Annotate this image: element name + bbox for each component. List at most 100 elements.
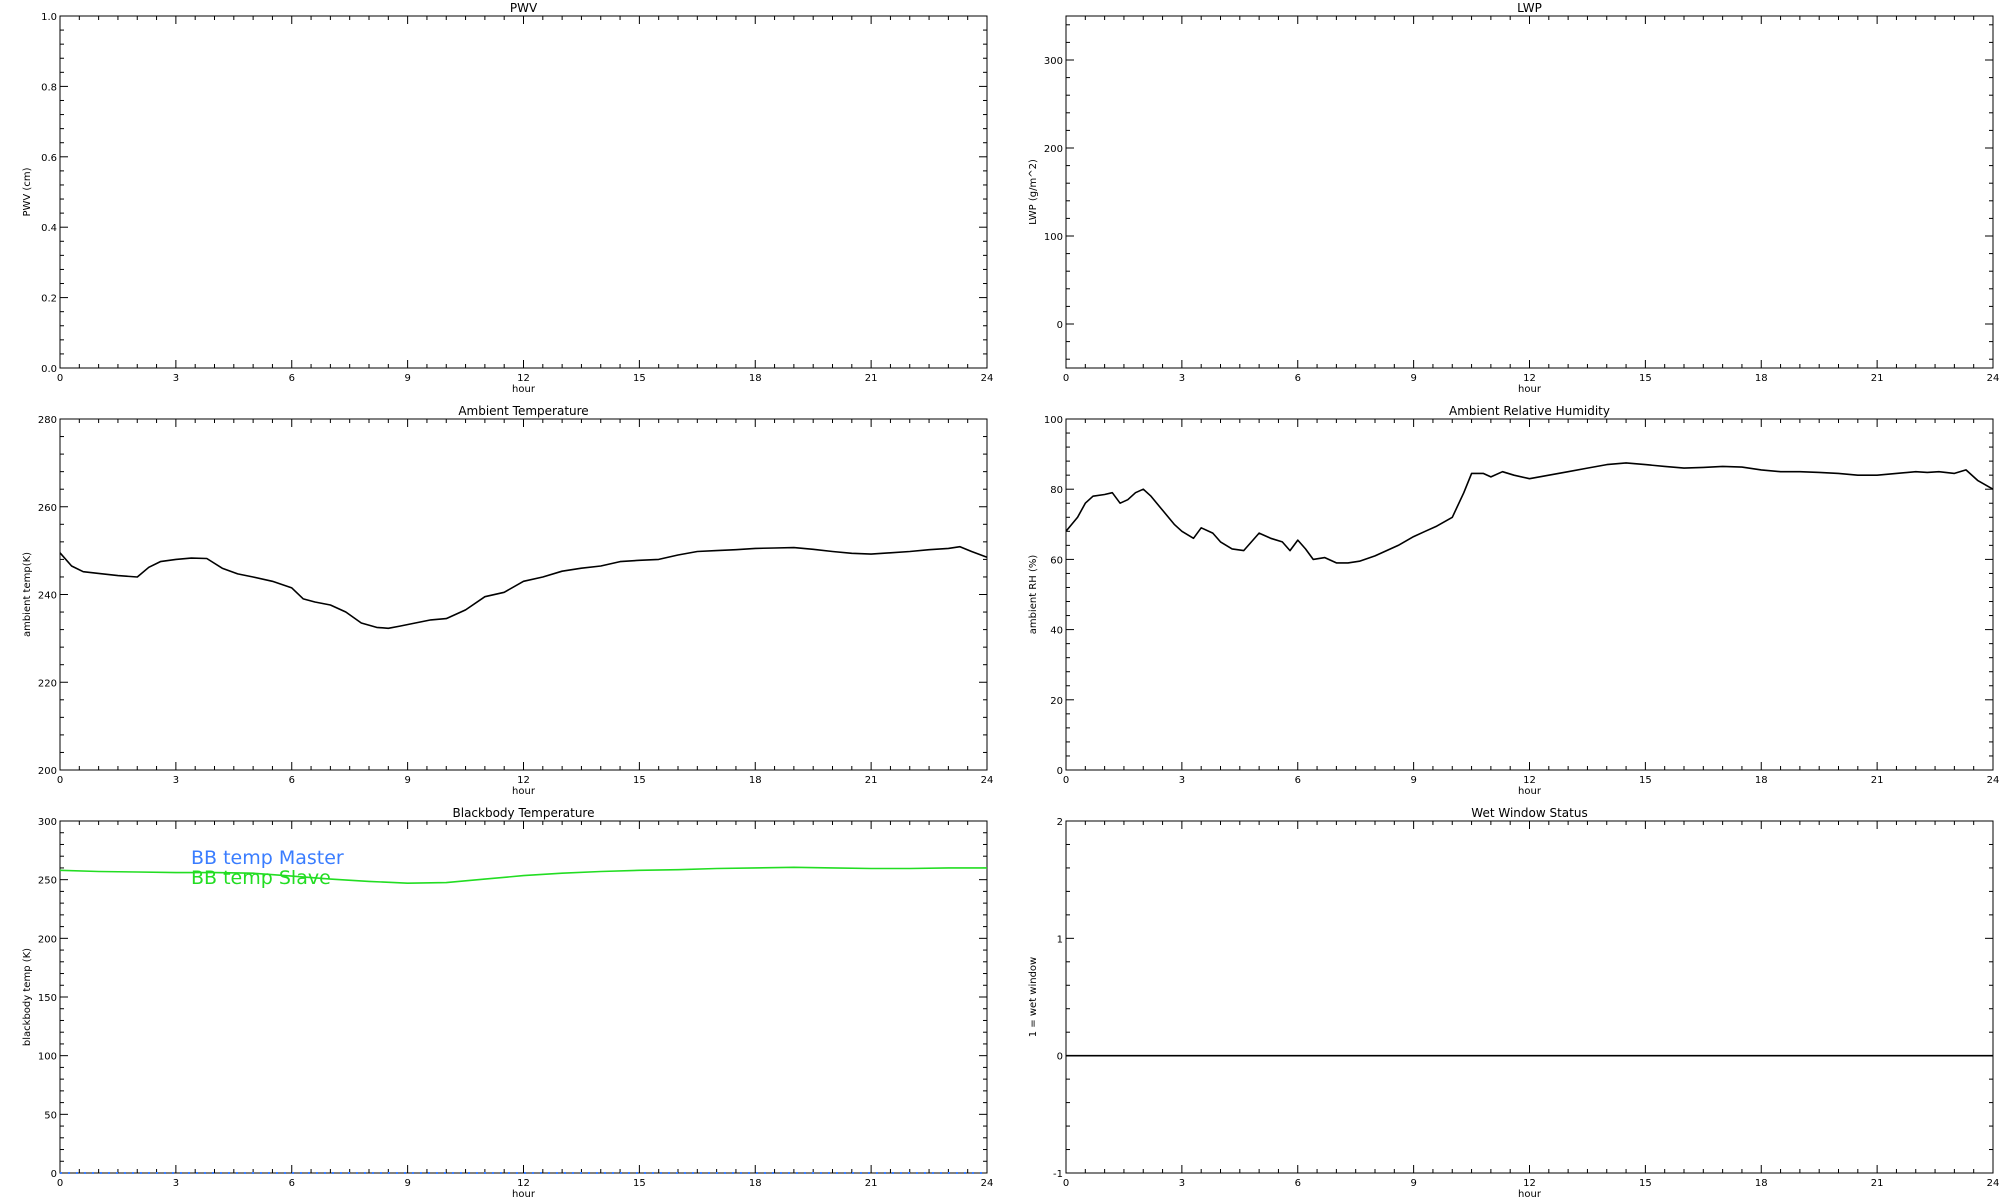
x-tick-label: 3 — [173, 1178, 179, 1189]
x-tick-label: 15 — [633, 373, 646, 384]
plot-frame — [1065, 15, 1994, 369]
y-tick-label: 0.6 — [41, 153, 57, 164]
x-tick-label: 21 — [865, 373, 878, 384]
x-tick-label: 18 — [749, 775, 762, 786]
y-tick-label: 260 — [38, 503, 57, 514]
y-tick-label: 200 — [1044, 144, 1063, 155]
y-tick-label: 0 — [1057, 320, 1063, 331]
plot-title: LWP — [1517, 1, 1542, 15]
plot-title: Ambient Temperature — [458, 404, 588, 418]
y-axis-label: blackbody temp (K) — [22, 948, 33, 1046]
y-tick-label: 2 — [1057, 817, 1063, 828]
plot-frame — [59, 15, 988, 369]
y-tick-label: 200 — [38, 766, 57, 777]
y-tick-label: 0.2 — [41, 294, 57, 305]
x-tick-label: 24 — [1987, 373, 2000, 384]
y-tick-label: 100 — [38, 1052, 57, 1063]
y-tick-label: 100 — [1044, 415, 1063, 426]
y-tick-label: 0.4 — [41, 223, 57, 234]
x-tick-label: 24 — [981, 775, 994, 786]
y-tick-label: 300 — [1044, 56, 1063, 67]
y-tick-label: 280 — [38, 415, 57, 426]
series-line-data — [1065, 462, 1994, 564]
y-axis-label: ambient temp(K) — [22, 552, 33, 637]
x-tick-label: 21 — [1871, 373, 1884, 384]
y-tick-label: 1 — [1057, 934, 1063, 945]
legend-entry: BB temp Master — [191, 847, 344, 869]
x-tick-label: 9 — [1410, 775, 1416, 786]
x-tick-label: 24 — [1987, 1178, 2000, 1189]
plot-frame — [1065, 820, 1994, 1174]
x-tick-label: 0 — [1063, 775, 1069, 786]
x-tick-label: 15 — [1639, 775, 1652, 786]
plot-ambient-rh: Ambient Relative Humidity 0 3 6 9 12 15 18 21 24 h… — [1028, 404, 1999, 797]
x-tick-label: 15 — [1639, 1178, 1652, 1189]
x-tick-label: 9 — [1410, 373, 1416, 384]
y-tick-label: 300 — [38, 817, 57, 828]
x-tick-label: 21 — [1871, 775, 1884, 786]
plot-title: Ambient Relative Humidity — [1449, 404, 1610, 418]
legend-entry: BB temp Slave — [191, 867, 331, 889]
plot-lwp: LWP 0 3 6 9 12 15 18 21 24 hour 0 100 200 300 LWP (g/m^… — [1028, 1, 1999, 395]
x-tick-label: 12 — [517, 775, 530, 786]
x-tick-label: 9 — [404, 775, 410, 786]
series-line-data — [59, 545, 988, 630]
x-tick-label: 6 — [289, 775, 295, 786]
y-tick-label: 1.0 — [41, 12, 57, 23]
x-tick-label: 21 — [1871, 1178, 1884, 1189]
x-tick-label: 3 — [1179, 775, 1185, 786]
x-tick-label: 9 — [404, 1178, 410, 1189]
x-tick-label: 6 — [289, 1178, 295, 1189]
x-tick-label: 12 — [1523, 373, 1536, 384]
x-tick-label: 3 — [1179, 1178, 1185, 1189]
x-tick-label: 21 — [865, 775, 878, 786]
x-tick-label: 6 — [1295, 1178, 1301, 1189]
x-tick-label: 0 — [57, 775, 63, 786]
plot-title: Wet Window Status — [1471, 806, 1587, 820]
x-tick-label: 3 — [1179, 373, 1185, 384]
y-tick-label: 200 — [38, 934, 57, 945]
y-axis-label: ambient RH (%) — [1028, 555, 1039, 635]
y-tick-label: 240 — [38, 591, 57, 602]
x-axis-label: hour — [1518, 384, 1542, 395]
y-tick-label: 150 — [38, 993, 57, 1004]
y-tick-label: 40 — [1050, 626, 1063, 637]
y-tick-label: 0.0 — [41, 364, 57, 375]
plot-frame — [59, 418, 988, 771]
x-tick-label: 6 — [1295, 775, 1301, 786]
plot-title: Blackbody Temperature — [453, 806, 595, 820]
x-tick-label: 15 — [1639, 373, 1652, 384]
x-tick-label: 0 — [57, 1178, 63, 1189]
y-tick-label: 100 — [1044, 232, 1063, 243]
y-tick-label: 250 — [38, 876, 57, 887]
y-axis-label: 1 = wet window — [1028, 957, 1039, 1037]
x-axis-label: hour — [1518, 1189, 1542, 1200]
y-tick-label: 220 — [38, 678, 57, 689]
y-tick-label: 20 — [1050, 696, 1063, 707]
y-axis-label: LWP (g/m^2) — [1028, 159, 1039, 225]
x-tick-label: 18 — [1755, 1178, 1768, 1189]
plot-title: PWV — [510, 1, 538, 15]
x-tick-label: 21 — [865, 1178, 878, 1189]
y-tick-label: -1 — [1053, 1169, 1063, 1180]
plot-frame — [1065, 418, 1994, 771]
x-tick-label: 0 — [57, 373, 63, 384]
x-tick-label: 18 — [749, 1178, 762, 1189]
x-tick-label: 0 — [1063, 373, 1069, 384]
x-tick-label: 6 — [1295, 373, 1301, 384]
x-axis-label: hour — [512, 786, 536, 797]
x-axis-label: hour — [512, 384, 536, 395]
y-tick-label: 0 — [51, 1169, 57, 1180]
y-axis-label: PWV (cm) — [22, 167, 33, 216]
x-tick-label: 24 — [981, 1178, 994, 1189]
x-tick-label: 18 — [1755, 373, 1768, 384]
x-tick-label: 9 — [1410, 1178, 1416, 1189]
y-tick-label: 0 — [1057, 1052, 1063, 1063]
x-tick-label: 12 — [517, 1178, 530, 1189]
y-tick-label: 60 — [1050, 555, 1063, 566]
plot-pwv: PWV 0 3 6 9 12 15 18 21 24 hour 0.0 0.2 0.4 0.6 0.8 1.0 P… — [22, 1, 993, 395]
x-tick-label: 0 — [1063, 1178, 1069, 1189]
x-tick-label: 9 — [404, 373, 410, 384]
x-tick-label: 12 — [1523, 1178, 1536, 1189]
